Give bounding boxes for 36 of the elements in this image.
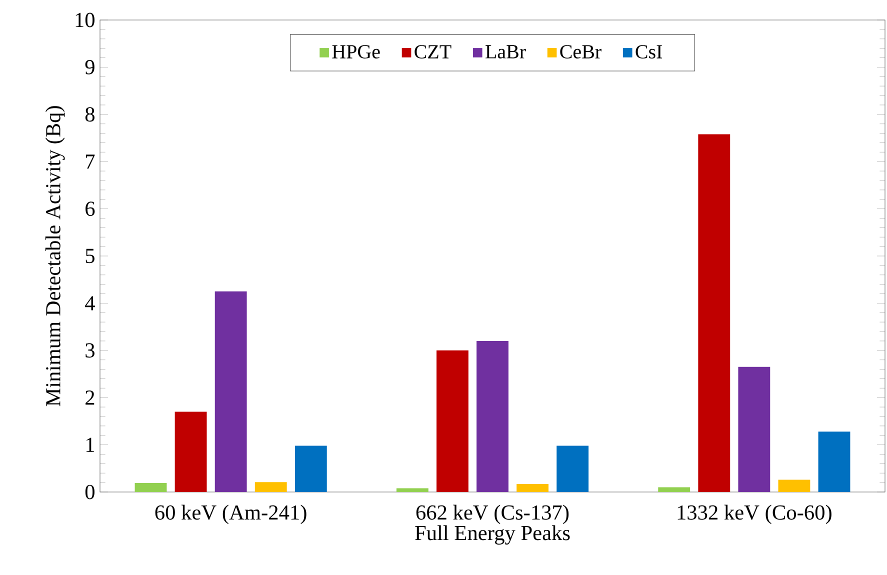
legend-label: CsI [636,45,662,59]
bar [476,340,508,492]
y-tick-label: 9 [85,60,94,74]
bar [396,488,428,492]
y-tick-label: 10 [76,12,94,28]
bar [214,291,247,492]
bar [294,446,327,492]
bar [818,432,850,492]
bar [658,487,690,492]
legend-label: HPGe [332,45,380,59]
bar [738,366,770,492]
y-axis-title: Minimum Detectable Activity (Bq) [45,106,65,406]
bar [698,134,730,492]
y-tick-label: 3 [86,343,94,358]
y-tick-label: 8 [85,107,94,122]
bar [516,484,549,492]
y-tick-label: 2 [86,390,94,405]
legend-label: LaBr [486,45,526,58]
x-axis-title: Full Energy Peaks [415,525,570,545]
bar [134,483,167,492]
legend-label: CeBr [560,45,602,59]
y-tick-label: 0 [85,484,94,500]
y-tick-label: 4 [85,296,95,310]
bar [436,350,468,492]
bar [556,446,589,492]
y-tick-label: 5 [86,248,94,264]
x-tick-label: 60 keV (Am-241) [155,504,306,524]
y-tick-label: 6 [86,202,95,216]
bar [778,480,810,492]
y-tick-label: 7 [86,154,95,169]
bar [174,412,207,492]
x-tick-label: 1332 keV (Co-60) [678,504,832,524]
y-tick-label: 1 [86,438,94,452]
bar [254,482,287,492]
x-tick-label: 662 keV (Cs-137) [416,504,569,524]
legend-label: CZT [414,45,452,59]
